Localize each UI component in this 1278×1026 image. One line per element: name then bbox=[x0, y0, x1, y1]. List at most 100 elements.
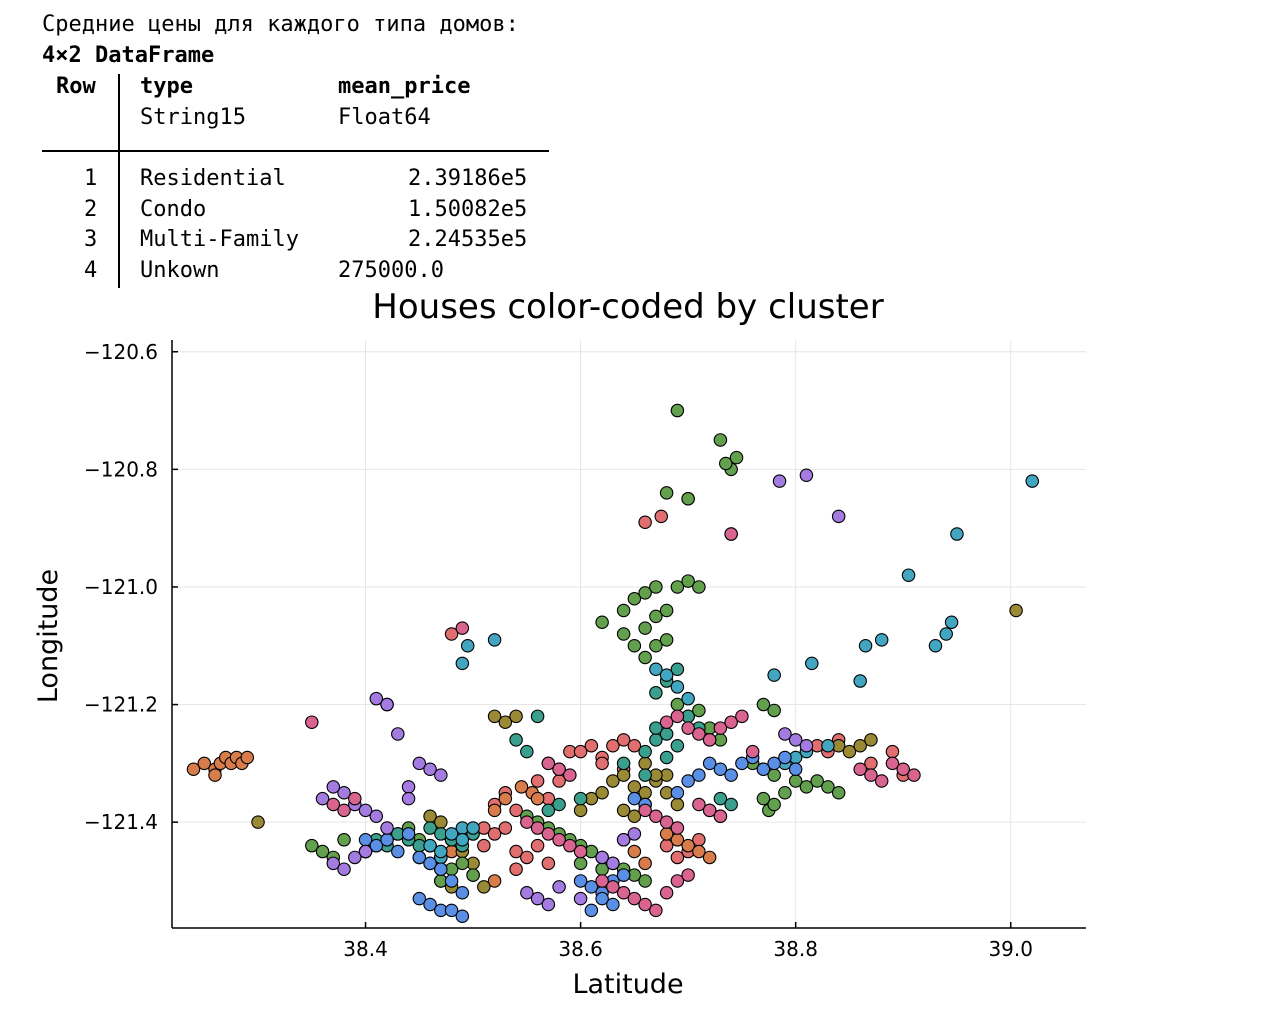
y-tick-label: −120.8 bbox=[84, 457, 158, 481]
data-point-cluster-9 bbox=[864, 768, 878, 782]
data-point-cluster-2 bbox=[627, 844, 642, 859]
data-point-cluster-6 bbox=[805, 656, 819, 671]
data-point-cluster-8 bbox=[573, 891, 588, 906]
data-point-cluster-3 bbox=[616, 803, 631, 818]
data-point-cluster-9 bbox=[649, 903, 663, 918]
data-point-cluster-4 bbox=[616, 603, 631, 618]
data-point-cluster-5 bbox=[649, 686, 663, 700]
col-header-row: Row bbox=[56, 74, 96, 99]
data-point-cluster-6 bbox=[434, 844, 448, 859]
data-point-cluster-3 bbox=[477, 880, 491, 894]
data-point-cluster-2 bbox=[197, 756, 212, 771]
col-eltype-type: String15 bbox=[140, 105, 246, 130]
y-tick-label: −121.4 bbox=[84, 810, 158, 834]
data-point-cluster-7 bbox=[788, 762, 803, 776]
data-point-cluster-8 bbox=[627, 827, 642, 841]
data-point-cluster-7 bbox=[616, 868, 631, 882]
data-point-cluster-3 bbox=[595, 786, 609, 800]
data-point-cluster-8 bbox=[337, 862, 351, 876]
data-point-cluster-9 bbox=[326, 797, 341, 812]
data-point-cluster-6 bbox=[858, 639, 873, 653]
data-point-cluster-1 bbox=[584, 738, 599, 753]
data-point-cluster-2 bbox=[530, 791, 545, 806]
table-cell-mean-price: 275000.0 bbox=[338, 258, 444, 283]
data-point-cluster-7 bbox=[455, 909, 470, 923]
data-point-cluster-6 bbox=[944, 615, 959, 629]
y-tick-label: −121.0 bbox=[84, 575, 158, 599]
data-point-cluster-9 bbox=[745, 744, 760, 759]
table-row-index: 1 bbox=[84, 166, 98, 191]
data-point-cluster-6 bbox=[874, 633, 889, 647]
data-point-cluster-9 bbox=[670, 874, 685, 888]
data-point-cluster-9 bbox=[681, 868, 695, 882]
data-point-cluster-7 bbox=[391, 844, 405, 859]
data-point-cluster-8 bbox=[369, 691, 384, 706]
data-point-cluster-7 bbox=[627, 791, 642, 806]
data-point-cluster-6 bbox=[487, 633, 502, 647]
table-row-index: 3 bbox=[84, 227, 98, 252]
data-point-cluster-4 bbox=[767, 797, 781, 812]
data-point-cluster-9 bbox=[638, 897, 652, 912]
data-point-cluster-9 bbox=[455, 621, 470, 635]
data-point-cluster-9 bbox=[606, 880, 620, 894]
data-point-cluster-3 bbox=[638, 756, 652, 771]
grid-lines bbox=[172, 340, 1086, 928]
axes bbox=[171, 340, 1086, 929]
x-tick-label: 39.0 bbox=[988, 937, 1033, 961]
data-point-cluster-7 bbox=[434, 862, 448, 876]
data-point-cluster-6 bbox=[901, 568, 916, 582]
col-header-type: type bbox=[140, 74, 193, 99]
data-point-cluster-5 bbox=[423, 821, 437, 835]
data-point-cluster-3 bbox=[670, 797, 685, 812]
col-header-mean-price: mean_price bbox=[338, 74, 471, 99]
data-point-cluster-6 bbox=[1025, 474, 1039, 488]
data-point-cluster-2 bbox=[487, 803, 502, 818]
data-point-cluster-1 bbox=[595, 756, 609, 771]
data-point-cluster-1 bbox=[573, 744, 588, 759]
data-point-cluster-7 bbox=[692, 768, 706, 782]
table-header-divider bbox=[42, 150, 549, 152]
data-point-cluster-9 bbox=[659, 715, 674, 729]
data-point-cluster-7 bbox=[756, 762, 771, 776]
table-cell-type: Residential bbox=[140, 166, 286, 191]
data-point-cluster-8 bbox=[595, 850, 609, 865]
data-point-cluster-4 bbox=[649, 609, 663, 624]
data-point-cluster-4 bbox=[810, 774, 824, 788]
data-point-cluster-9 bbox=[724, 527, 738, 541]
data-point-cluster-5 bbox=[509, 733, 523, 747]
data-point-cluster-4 bbox=[670, 580, 685, 594]
data-point-cluster-8 bbox=[358, 803, 373, 818]
data-point-cluster-5 bbox=[659, 750, 674, 765]
data-point-cluster-4 bbox=[627, 591, 642, 606]
data-point-cluster-8 bbox=[606, 856, 620, 871]
data-point-cluster-9 bbox=[713, 809, 728, 824]
data-point-cluster-3 bbox=[251, 815, 265, 829]
data-point-cluster-6 bbox=[460, 639, 475, 653]
data-point-cluster-4 bbox=[778, 786, 792, 800]
data-point-cluster-9 bbox=[563, 838, 577, 853]
dataframe-title: 4×2 DataFrame bbox=[42, 43, 215, 68]
data-point-cluster-9 bbox=[552, 833, 566, 847]
data-point-cluster-9 bbox=[337, 803, 351, 818]
data-point-cluster-7 bbox=[412, 891, 427, 906]
data-point-cluster-9 bbox=[692, 797, 706, 812]
data-point-cluster-9 bbox=[713, 721, 728, 735]
data-point-cluster-1 bbox=[477, 838, 491, 853]
data-point-cluster-9 bbox=[659, 815, 674, 829]
data-point-cluster-8 bbox=[380, 821, 394, 835]
data-point-cluster-9 bbox=[541, 756, 556, 771]
data-point-cluster-7 bbox=[681, 774, 695, 788]
data-point-cluster-4 bbox=[649, 639, 663, 653]
table-cell-type: Multi-Family bbox=[140, 227, 299, 252]
table-cell-type: Condo bbox=[140, 197, 207, 222]
data-point-cluster-4 bbox=[719, 456, 733, 471]
data-point-cluster-7 bbox=[401, 827, 416, 841]
data-point-cluster-8 bbox=[831, 509, 846, 524]
data-point-cluster-7 bbox=[670, 786, 685, 800]
data-point-cluster-4 bbox=[692, 580, 706, 594]
data-point-cluster-4 bbox=[455, 856, 470, 871]
x-tick-label: 38.8 bbox=[773, 937, 818, 961]
data-point-cluster-7 bbox=[778, 750, 792, 765]
data-point-cluster-8 bbox=[530, 891, 545, 906]
